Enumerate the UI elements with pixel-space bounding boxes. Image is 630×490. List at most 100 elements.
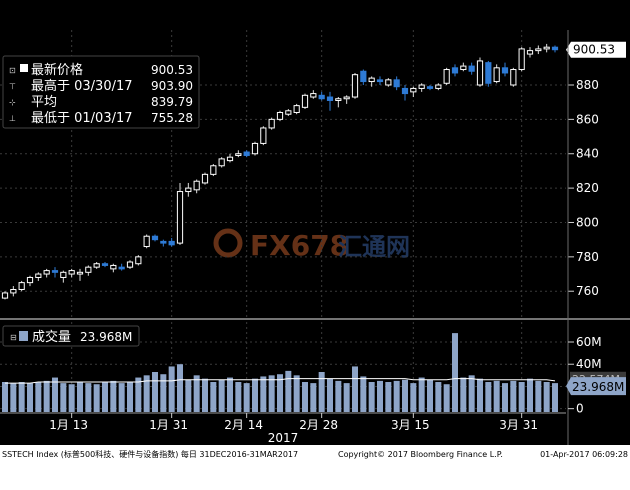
volume-bar (502, 383, 508, 412)
candle-body (35, 273, 42, 278)
volume-bar (285, 370, 292, 412)
candle (60, 270, 67, 283)
volume-bar (185, 379, 192, 412)
candle-body (468, 65, 475, 72)
candle-body (101, 263, 109, 266)
candle (301, 93, 309, 110)
volume-bar (2, 382, 8, 412)
candle-body (201, 173, 209, 184)
candle (426, 84, 434, 91)
volume-bar (410, 383, 417, 412)
candle (168, 237, 175, 247)
price-grid (0, 30, 566, 317)
volume-bar (210, 382, 217, 412)
volume-bar (460, 377, 467, 412)
candle (376, 76, 384, 85)
candle-body (135, 256, 142, 265)
volume-legend-label: 成交量 (32, 329, 71, 345)
candle-body (293, 105, 300, 113)
candle-body (160, 240, 167, 244)
volume-bar (127, 382, 133, 412)
candle-body (376, 79, 384, 83)
footer-copyright: Copyright© 2017 Bloomberg Finance L.P. (338, 450, 503, 459)
price-legend-value: 755.28 (151, 111, 193, 125)
candle (226, 153, 234, 163)
candle-body (93, 263, 100, 268)
price-tick-label: 760 (576, 284, 599, 298)
price-legend-label: 最新价格 (31, 62, 83, 78)
volume-legend-toggle-icon: ⊟ (10, 333, 17, 342)
candle-body (185, 187, 192, 193)
price-tick-label: 820 (576, 181, 599, 195)
volume-bar (518, 382, 525, 412)
candle-body (510, 69, 517, 86)
volume-bar (277, 374, 283, 412)
candle-body (193, 180, 200, 191)
candle-body (368, 77, 375, 83)
price-tick-label: 860 (576, 112, 599, 126)
candle-body (235, 153, 242, 156)
candle (460, 62, 467, 72)
volume-bar (318, 372, 325, 412)
volume-bar (510, 380, 517, 412)
legend-row-icon: ⊤ (9, 82, 16, 91)
volume-bar (27, 383, 33, 412)
x-year-label: 2017 (268, 431, 299, 445)
candle-body (110, 264, 117, 270)
watermark-text: FX678 (250, 229, 349, 262)
volume-bar (377, 380, 383, 412)
volume-tick-label: 60M (576, 335, 602, 349)
volume-bar (227, 377, 233, 412)
candle-body (518, 48, 525, 71)
candle-body (318, 94, 325, 100)
volume-bar (93, 384, 100, 412)
candle-body (60, 271, 67, 278)
candle (501, 62, 509, 77)
candle-body (426, 86, 434, 89)
candle (243, 150, 250, 158)
price-legend-label: 最高于 03/30/17 (31, 78, 133, 94)
x-tick-label: 3月 31 (499, 418, 538, 432)
volume-legend-box (2, 325, 140, 347)
x-axis: 1月 13 1月 31 2月 14 2月 28 3月 15 3月 31 (0, 412, 566, 432)
candle (135, 255, 142, 266)
x-tick-label: 2月 14 (224, 418, 263, 432)
candle-body (501, 67, 509, 74)
candle-body (326, 96, 334, 101)
candle (343, 95, 350, 104)
volume-bar (360, 376, 367, 412)
price-legend-label: 平均 (31, 95, 57, 110)
volume-tick-label: 0 (576, 402, 584, 416)
candle-body (126, 261, 134, 268)
candle-body (251, 142, 259, 155)
candle-body (351, 74, 359, 98)
candle (526, 47, 534, 58)
candle-body (543, 46, 550, 50)
volume-legend: ⊟ 成交量 23.968M (2, 325, 140, 347)
candle-body (393, 79, 400, 88)
volume-bar (535, 380, 542, 412)
candle-body (535, 48, 542, 52)
candle (360, 69, 367, 85)
volume-bar (152, 372, 158, 412)
volume-bar (68, 384, 75, 412)
candle (126, 260, 134, 269)
volume-panel: 0 40M 60M 22.574M23.968M (0, 322, 626, 416)
price-legend: ⊡ 最新价格 900.53 ⊤ 最高于 03/30/17 903.90 ⊹ 平均 839.79 ⊥… (2, 55, 200, 129)
candle-body (460, 65, 467, 71)
candle-body (343, 96, 350, 100)
candle (451, 64, 459, 77)
candle (118, 263, 125, 271)
volume-bar (427, 379, 433, 412)
candle (326, 91, 334, 111)
candle-body (76, 271, 84, 275)
volume-tags: 22.574M23.968M (566, 371, 626, 396)
candle-body (485, 62, 492, 84)
watermark-logo-icon (213, 228, 243, 258)
candle (393, 76, 400, 91)
last-price-tag-label: 900.53 (573, 43, 615, 57)
watermark-subtext: 汇通网 (338, 233, 410, 261)
candle (68, 268, 75, 278)
volume-legend-swatch (19, 331, 28, 341)
candle-body (435, 84, 442, 89)
